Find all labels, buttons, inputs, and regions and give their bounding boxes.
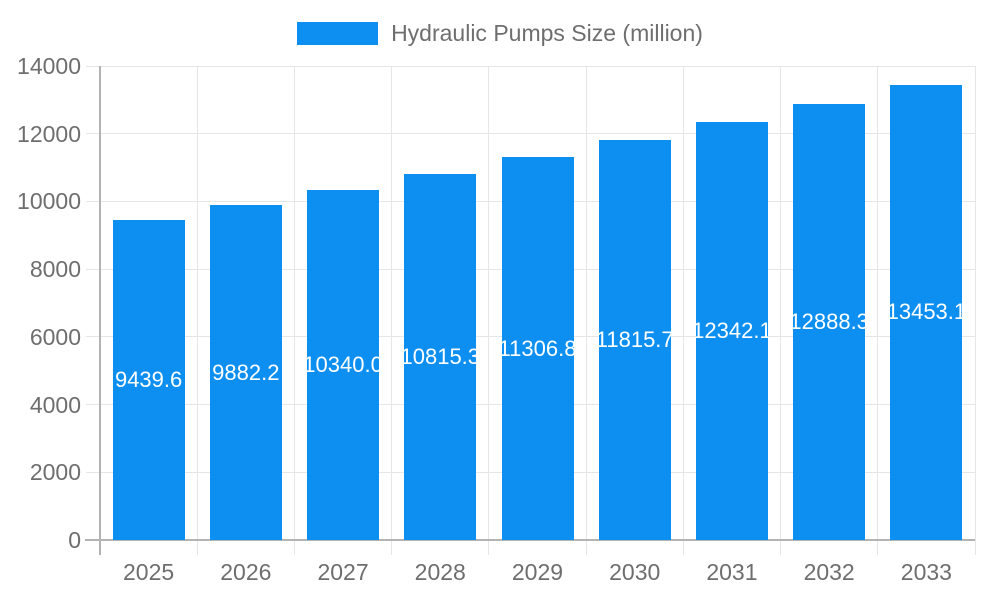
x-tick-label: 2028 [414, 559, 466, 585]
x-gridline [682, 66, 684, 555]
x-tick-label: 2030 [609, 559, 661, 585]
bar-2028[interactable]: 10815.3 [404, 173, 477, 540]
bar-value-label: 12888.3 [793, 308, 866, 334]
y-tick [86, 336, 100, 338]
x-tick-label: 2033 [900, 559, 952, 585]
y-tick-label: 2000 [29, 459, 81, 486]
x-gridline [585, 66, 587, 555]
x-gridline [488, 66, 490, 555]
bar-2033[interactable]: 13453.1 [890, 84, 963, 540]
bar-value-label: 13453.1 [890, 299, 963, 325]
x-gridline [877, 66, 879, 555]
bar-value-label: 10815.3 [404, 343, 477, 369]
y-tick [86, 268, 100, 270]
bar-value-label: 9882.2 [212, 359, 280, 385]
chart-legend[interactable]: Hydraulic Pumps Size (million) [0, 18, 1000, 48]
legend-swatch [297, 21, 379, 45]
x-axis-line [85, 539, 975, 541]
bar-2025[interactable]: 9439.6 [112, 220, 185, 540]
y-tick-label: 10000 [17, 188, 81, 215]
y-tick [86, 471, 100, 473]
x-tick-label: 2027 [317, 559, 369, 585]
bar-2031[interactable]: 12342.1 [695, 122, 768, 540]
x-gridline [780, 66, 782, 555]
x-gridline [391, 66, 393, 555]
y-tick-label: 0 [68, 527, 81, 553]
y-tick [86, 404, 100, 406]
bar-2026[interactable]: 9882.2 [209, 205, 282, 540]
bar-2027[interactable]: 10340.0 [307, 189, 380, 540]
y-tick-label: 8000 [29, 256, 81, 283]
bar-value-label: 12342.1 [695, 318, 768, 344]
x-gridline [293, 66, 295, 555]
y-axis-line [99, 66, 101, 555]
bar-value-label: 11815.7 [598, 326, 671, 352]
x-tick-label: 2032 [803, 559, 855, 585]
bar-2032[interactable]: 12888.3 [793, 103, 866, 540]
x-tick-label: 2029 [511, 559, 564, 585]
y-tick-label: 12000 [17, 120, 81, 147]
x-tick-label: 2025 [123, 559, 175, 585]
y-tick [86, 133, 100, 135]
bar-value-label: 11306.8 [501, 335, 574, 361]
x-tick-label: 2026 [220, 559, 272, 585]
y-tick-label: 14000 [17, 53, 81, 79]
x-gridline [196, 66, 198, 555]
y-tick-label: 4000 [29, 391, 81, 418]
bar-2030[interactable]: 11815.7 [598, 139, 671, 540]
y-gridline [100, 133, 975, 135]
legend-label: Hydraulic Pumps Size (million) [391, 19, 703, 46]
y-tick [86, 65, 100, 67]
x-tick-label: 2031 [706, 559, 758, 585]
y-tick [86, 200, 100, 202]
bar-2029[interactable]: 11306.8 [501, 157, 574, 540]
bar-value-label: 10340.0 [307, 351, 380, 377]
bar-value-label: 9439.6 [114, 367, 183, 393]
y-tick-label: 6000 [29, 323, 81, 350]
x-gridline [974, 66, 976, 555]
y-gridline [100, 65, 975, 67]
